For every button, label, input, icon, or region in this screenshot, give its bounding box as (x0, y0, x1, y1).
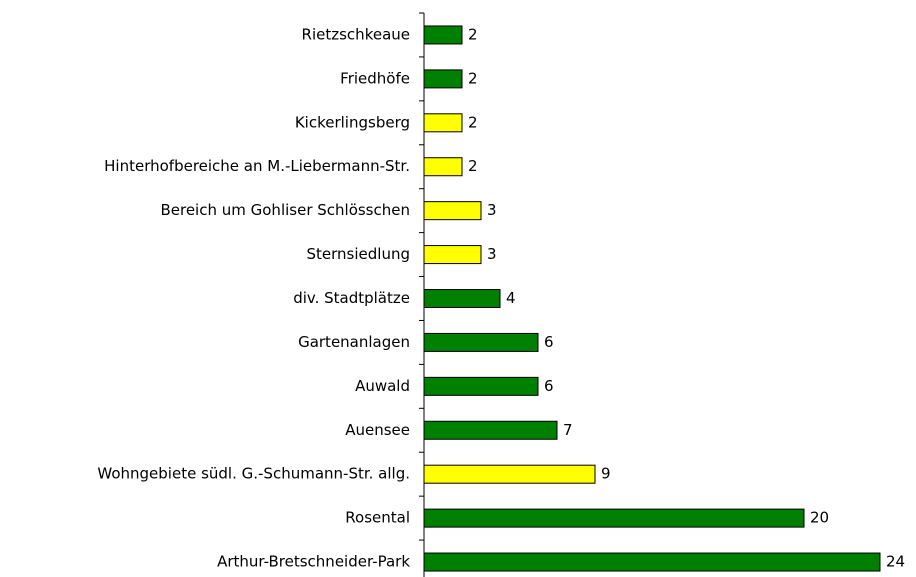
value-label: 9 (601, 465, 611, 483)
value-label: 24 (886, 553, 905, 571)
bar (423, 464, 596, 484)
value-label: 20 (810, 509, 829, 527)
bar (423, 332, 539, 352)
y-tick-label: Kickerlingsberg (295, 113, 410, 131)
y-tick-label: Gartenanlagen (298, 333, 410, 351)
y-tick-label: Hinterhofbereiche an M.-Liebermann-Str. (104, 157, 410, 175)
y-tick-label: Auensee (345, 421, 410, 439)
value-label: 6 (544, 333, 554, 351)
bar (423, 552, 881, 572)
y-tick-label: Rietzschkeaue (302, 25, 410, 43)
value-label: 2 (468, 25, 478, 43)
value-label: 3 (487, 245, 497, 263)
y-tick-label: div. Stadtplätze (293, 289, 410, 307)
y-tick-label: Wohngebiete südl. G.-Schumann-Str. allg. (97, 465, 410, 483)
value-label: 2 (468, 69, 478, 87)
value-label: 2 (468, 157, 478, 175)
bar (423, 289, 501, 308)
value-label: 6 (544, 377, 554, 395)
value-label: 7 (563, 421, 573, 439)
value-label: 2 (468, 113, 478, 131)
bar (423, 508, 805, 528)
bar (423, 201, 482, 221)
bar (423, 25, 463, 45)
bar (423, 69, 463, 89)
y-tick-label: Bereich um Gohliser Schlösschen (160, 201, 410, 219)
y-tick-label: Sternsiedlung (307, 245, 410, 263)
bar (423, 157, 463, 177)
bar (423, 245, 482, 265)
bar (423, 113, 463, 133)
bar (423, 420, 558, 440)
y-tick-label: Auwald (355, 377, 410, 395)
y-tick-label: Rosental (345, 509, 410, 527)
y-tick-label: Arthur-Bretschneider-Park (217, 553, 410, 571)
value-label: 3 (487, 201, 497, 219)
value-label: 4 (506, 289, 516, 307)
bar (423, 376, 539, 396)
y-tick-label: Friedhöfe (340, 69, 410, 87)
